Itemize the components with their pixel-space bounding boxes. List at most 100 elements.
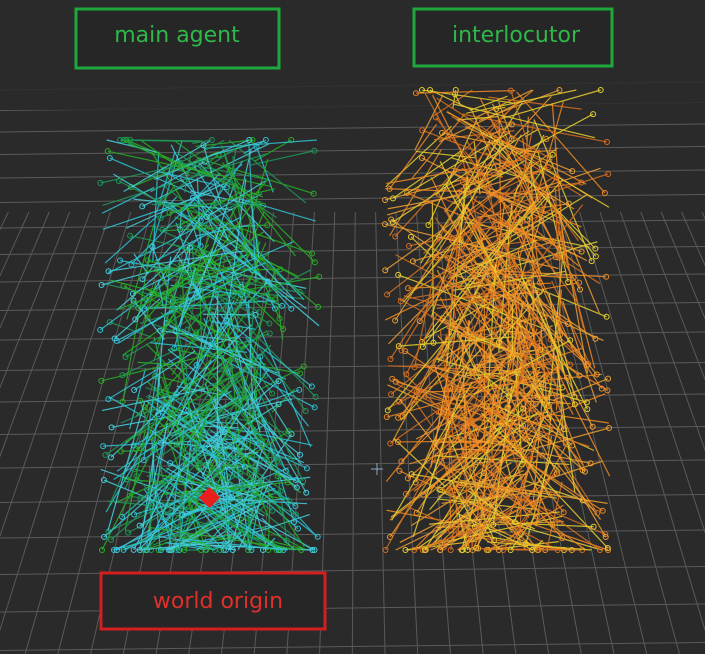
bone xyxy=(458,178,472,194)
bone xyxy=(543,343,611,477)
bone xyxy=(154,266,197,336)
bone xyxy=(422,201,536,348)
bone xyxy=(134,213,204,320)
bone xyxy=(424,279,531,339)
joint xyxy=(127,232,134,239)
joint xyxy=(597,547,604,553)
joint xyxy=(404,190,411,197)
joint xyxy=(260,417,267,424)
bone xyxy=(178,498,237,519)
bone xyxy=(459,334,515,354)
bone xyxy=(452,89,457,109)
joint xyxy=(242,394,249,401)
grid-line xyxy=(660,211,705,320)
bone xyxy=(189,240,295,288)
bone xyxy=(485,485,527,551)
bone xyxy=(461,228,568,379)
bone xyxy=(459,176,469,243)
grid-line xyxy=(0,529,705,539)
joint xyxy=(129,290,136,297)
bone xyxy=(181,222,192,230)
joint xyxy=(120,546,127,553)
bone xyxy=(443,208,525,344)
bone xyxy=(437,460,522,535)
bone xyxy=(247,300,254,402)
joint xyxy=(511,519,518,526)
bone xyxy=(488,202,547,302)
bone xyxy=(151,248,219,310)
bone xyxy=(474,248,559,270)
bone xyxy=(391,381,473,521)
bone xyxy=(160,389,200,509)
bone xyxy=(485,152,531,181)
joint xyxy=(555,254,562,261)
joint xyxy=(605,375,612,382)
joint xyxy=(444,335,451,342)
bone xyxy=(225,390,242,422)
bone xyxy=(153,287,177,361)
joint xyxy=(143,547,150,553)
bone xyxy=(452,270,566,292)
joint xyxy=(120,282,127,289)
joint xyxy=(383,414,390,421)
bone xyxy=(116,416,198,472)
label-box xyxy=(412,7,614,68)
joint xyxy=(387,355,394,362)
bone xyxy=(522,137,541,283)
bone xyxy=(522,397,598,514)
bone xyxy=(121,427,224,518)
joint xyxy=(508,135,515,142)
bone xyxy=(150,342,248,353)
joint xyxy=(141,305,148,312)
bone xyxy=(137,361,175,366)
bone xyxy=(139,303,201,324)
joint xyxy=(262,137,269,143)
grid-line xyxy=(0,211,50,330)
bone xyxy=(516,524,602,551)
joint xyxy=(266,320,273,327)
bone xyxy=(251,205,260,258)
grid-line xyxy=(0,123,705,133)
joint xyxy=(554,336,561,343)
bone xyxy=(456,115,499,121)
joint xyxy=(495,339,502,346)
joint xyxy=(452,482,459,489)
bone xyxy=(439,411,539,491)
bone xyxy=(179,207,183,230)
bone xyxy=(389,389,492,538)
bone xyxy=(497,236,603,389)
bone xyxy=(133,350,196,391)
bone xyxy=(234,350,251,416)
bone xyxy=(154,216,241,262)
joint xyxy=(398,458,405,465)
bone xyxy=(180,447,246,508)
bone xyxy=(182,482,273,516)
bone xyxy=(476,461,601,551)
joint xyxy=(508,121,515,128)
bone xyxy=(195,361,262,501)
joint xyxy=(277,266,284,273)
bone xyxy=(228,441,266,551)
joint xyxy=(144,314,151,321)
joint xyxy=(264,278,271,285)
joint xyxy=(457,457,464,464)
joint xyxy=(190,433,197,440)
bone xyxy=(202,313,256,316)
joint xyxy=(292,476,299,483)
bone xyxy=(397,297,476,341)
joint xyxy=(569,168,576,175)
joint xyxy=(569,442,576,449)
joint xyxy=(481,470,488,477)
bone xyxy=(465,534,491,544)
bone xyxy=(233,469,258,494)
bone xyxy=(168,438,207,551)
bone xyxy=(437,266,604,342)
bone xyxy=(384,147,558,271)
bone xyxy=(556,289,563,340)
main-agent-skeletons xyxy=(97,137,323,553)
bone xyxy=(139,281,157,343)
joint xyxy=(565,279,572,286)
bone xyxy=(501,89,601,119)
bone xyxy=(480,413,520,478)
bone xyxy=(432,94,478,184)
